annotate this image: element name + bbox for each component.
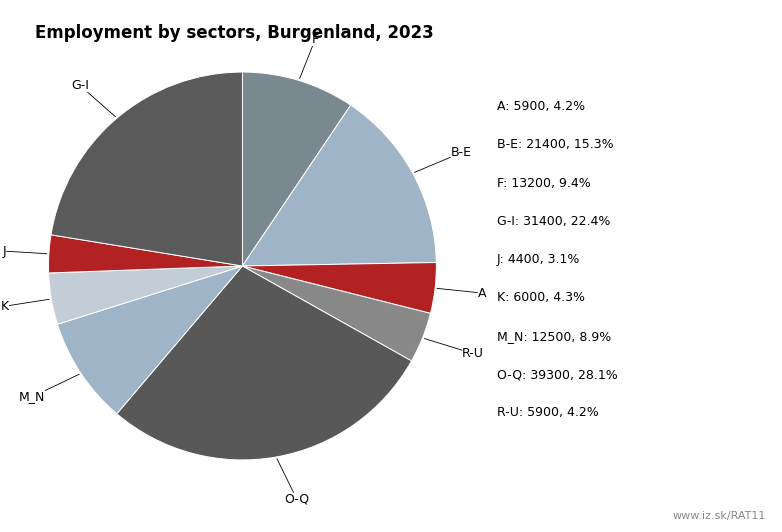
Text: M_N: 12500, 8.9%: M_N: 12500, 8.9% (497, 330, 611, 343)
Text: O-Q: O-Q (277, 459, 309, 505)
Text: A: 5900, 4.2%: A: 5900, 4.2% (497, 100, 585, 113)
Wedge shape (48, 266, 242, 325)
Text: F: F (300, 33, 318, 79)
Text: R-U: R-U (425, 338, 484, 360)
Wedge shape (242, 262, 436, 313)
Wedge shape (242, 105, 436, 266)
Text: A: A (437, 287, 486, 300)
Text: J: J (2, 245, 47, 257)
Text: J: 4400, 3.1%: J: 4400, 3.1% (497, 253, 580, 266)
Wedge shape (117, 266, 411, 460)
Text: O-Q: 39300, 28.1%: O-Q: 39300, 28.1% (497, 368, 617, 381)
Wedge shape (242, 72, 350, 266)
Text: K: 6000, 4.3%: K: 6000, 4.3% (497, 292, 585, 304)
Text: B-E: B-E (414, 146, 472, 172)
Text: Employment by sectors, Burgenland, 2023: Employment by sectors, Burgenland, 2023 (35, 24, 434, 42)
Wedge shape (51, 72, 242, 266)
Text: K: K (1, 299, 49, 313)
Text: F: 13200, 9.4%: F: 13200, 9.4% (497, 177, 590, 189)
Wedge shape (48, 235, 242, 273)
Text: B-E: 21400, 15.3%: B-E: 21400, 15.3% (497, 138, 613, 151)
Text: G-I: G-I (71, 79, 116, 117)
Text: G-I: 31400, 22.4%: G-I: 31400, 22.4% (497, 215, 610, 228)
Text: M_N: M_N (19, 375, 79, 403)
Text: R-U: 5900, 4.2%: R-U: 5900, 4.2% (497, 406, 598, 419)
Wedge shape (242, 266, 430, 361)
Text: www.iz.sk/RAT11: www.iz.sk/RAT11 (673, 511, 766, 521)
Wedge shape (57, 266, 242, 414)
